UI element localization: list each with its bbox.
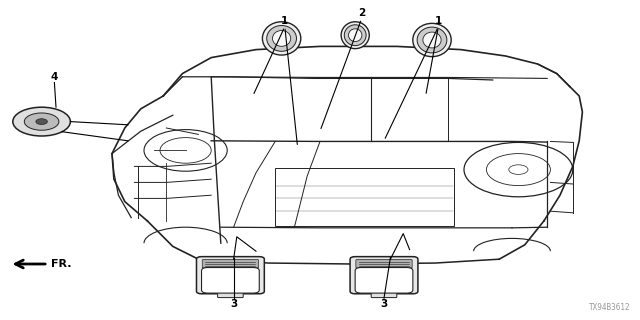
FancyBboxPatch shape <box>202 268 259 293</box>
Text: 1: 1 <box>281 16 289 26</box>
FancyBboxPatch shape <box>356 260 412 268</box>
Ellipse shape <box>349 29 362 42</box>
Text: TX94B3612: TX94B3612 <box>589 303 630 312</box>
FancyBboxPatch shape <box>350 257 418 294</box>
Ellipse shape <box>413 23 451 57</box>
Ellipse shape <box>267 26 296 51</box>
Ellipse shape <box>417 27 447 53</box>
Text: FR.: FR. <box>51 259 72 269</box>
Circle shape <box>13 107 70 136</box>
Text: 3: 3 <box>230 299 237 309</box>
Text: 3: 3 <box>380 299 388 309</box>
Ellipse shape <box>273 30 291 46</box>
Circle shape <box>24 113 59 130</box>
Ellipse shape <box>262 22 301 55</box>
FancyBboxPatch shape <box>218 290 243 298</box>
Text: 2: 2 <box>358 8 365 18</box>
Text: 4: 4 <box>51 72 58 82</box>
FancyBboxPatch shape <box>371 290 397 298</box>
Text: 1: 1 <box>435 16 442 26</box>
Ellipse shape <box>344 25 366 46</box>
FancyBboxPatch shape <box>196 257 264 294</box>
Ellipse shape <box>423 32 441 48</box>
FancyBboxPatch shape <box>202 260 259 268</box>
FancyBboxPatch shape <box>355 268 413 293</box>
Circle shape <box>36 119 47 124</box>
Ellipse shape <box>341 22 369 49</box>
